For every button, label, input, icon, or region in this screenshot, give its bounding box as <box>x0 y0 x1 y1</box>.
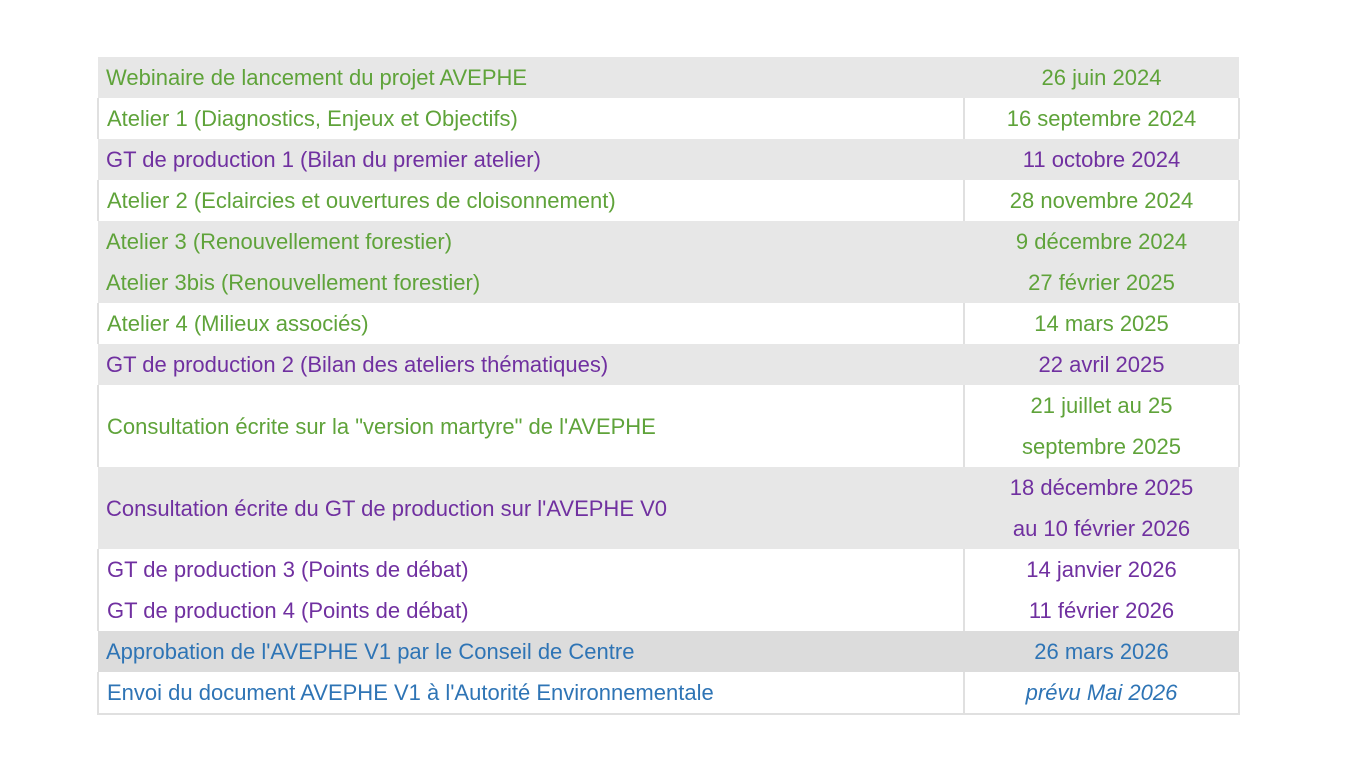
date-line: 14 janvier 2026 <box>1026 557 1177 582</box>
table-row: Webinaire de lancement du projet AVEPHE 2… <box>98 57 1239 98</box>
date-cell: 27 février 2025 <box>964 262 1239 303</box>
table-row: GT de production 4 (Points de débat) 11 f… <box>97 590 1240 631</box>
date-line: 14 mars 2025 <box>1034 311 1169 336</box>
schedule-body: Webinaire de lancement du projet AVEPHE 2… <box>97 57 1240 715</box>
table-row: Envoi du document AVEPHE V1 à l'Autorité… <box>97 672 1240 715</box>
date-line: 18 décembre 2025 <box>1009 475 1194 500</box>
schedule-table: Webinaire de lancement du projet AVEPHE 2… <box>97 57 1240 715</box>
event-cell: Approbation de l'AVEPHE V1 par le Consei… <box>98 631 964 672</box>
event-cell: Atelier 2 (Eclaircies et ouvertures de c… <box>97 180 964 221</box>
date-cell: 18 décembre 2025 au 10 février 2026 <box>964 467 1239 549</box>
table-row: Atelier 3bis (Renouvellement forestier) 2… <box>98 262 1239 303</box>
date-line: 26 juin 2024 <box>1041 65 1162 90</box>
event-cell: GT de production 3 (Points de débat) <box>97 549 964 590</box>
date-cell: 11 février 2026 <box>963 590 1240 631</box>
table-row: Atelier 2 (Eclaircies et ouvertures de c… <box>97 180 1240 221</box>
date-line: 9 décembre 2024 <box>1015 229 1188 254</box>
date-cell: 9 décembre 2024 <box>964 221 1239 262</box>
table-row: Atelier 1 (Diagnostics, Enjeux et Object… <box>97 98 1240 139</box>
event-cell: Envoi du document AVEPHE V1 à l'Autorité… <box>97 672 964 715</box>
date-line: 22 avril 2025 <box>1038 352 1165 377</box>
event-cell: GT de production 2 (Bilan des ateliers t… <box>98 344 964 385</box>
event-cell: Consultation écrite sur la "version mart… <box>97 385 964 467</box>
table-row: Approbation de l'AVEPHE V1 par le Consei… <box>98 631 1239 672</box>
event-cell: Consultation écrite du GT de production … <box>98 467 964 549</box>
date-line: 11 octobre 2024 <box>1022 147 1181 172</box>
table-row: Consultation écrite sur la "version mart… <box>97 385 1240 467</box>
date-line: 16 septembre 2024 <box>1006 106 1197 131</box>
table-row: GT de production 3 (Points de débat) 14 j… <box>97 549 1240 590</box>
event-cell: Atelier 3 (Renouvellement forestier) <box>98 221 964 262</box>
event-cell: Atelier 3bis (Renouvellement forestier) <box>98 262 964 303</box>
event-cell: Atelier 4 (Milieux associés) <box>97 303 964 344</box>
date-line: septembre 2025 <box>1022 434 1181 459</box>
event-cell: Atelier 1 (Diagnostics, Enjeux et Object… <box>97 98 964 139</box>
event-cell: GT de production 1 (Bilan du premier ate… <box>98 139 964 180</box>
table-row: Consultation écrite du GT de production … <box>98 467 1239 549</box>
date-cell: 21 juillet au 25 septembre 2025 <box>963 385 1240 467</box>
table-row: GT de production 1 (Bilan du premier ate… <box>98 139 1239 180</box>
table-row: Atelier 3 (Renouvellement forestier) 9 dé… <box>98 221 1239 262</box>
date-line: 27 février 2025 <box>1028 270 1175 295</box>
date-line: 21 juillet au 25 <box>1030 393 1173 418</box>
date-cell: 26 mars 2026 <box>964 631 1239 672</box>
date-cell: 14 mars 2025 <box>963 303 1240 344</box>
date-cell: 11 octobre 2024 <box>964 139 1239 180</box>
date-cell: 16 septembre 2024 <box>963 98 1240 139</box>
date-cell: 14 janvier 2026 <box>963 549 1240 590</box>
date-cell: 26 juin 2024 <box>964 57 1239 98</box>
table-row: Atelier 4 (Milieux associés) 14 mars 2025 <box>97 303 1240 344</box>
date-line: 28 novembre 2024 <box>1009 188 1194 213</box>
date-line: 26 mars 2026 <box>1034 639 1169 664</box>
table-row: GT de production 2 (Bilan des ateliers t… <box>98 344 1239 385</box>
date-line: 11 février 2026 <box>1028 598 1175 623</box>
date-cell: 22 avril 2025 <box>964 344 1239 385</box>
date-line: au 10 février 2026 <box>1012 516 1191 541</box>
event-cell: Webinaire de lancement du projet AVEPHE <box>98 57 964 98</box>
event-cell: GT de production 4 (Points de débat) <box>97 590 964 631</box>
date-cell: 28 novembre 2024 <box>963 180 1240 221</box>
date-line: prévu Mai 2026 <box>1025 680 1178 705</box>
date-cell: prévu Mai 2026 <box>963 672 1240 715</box>
